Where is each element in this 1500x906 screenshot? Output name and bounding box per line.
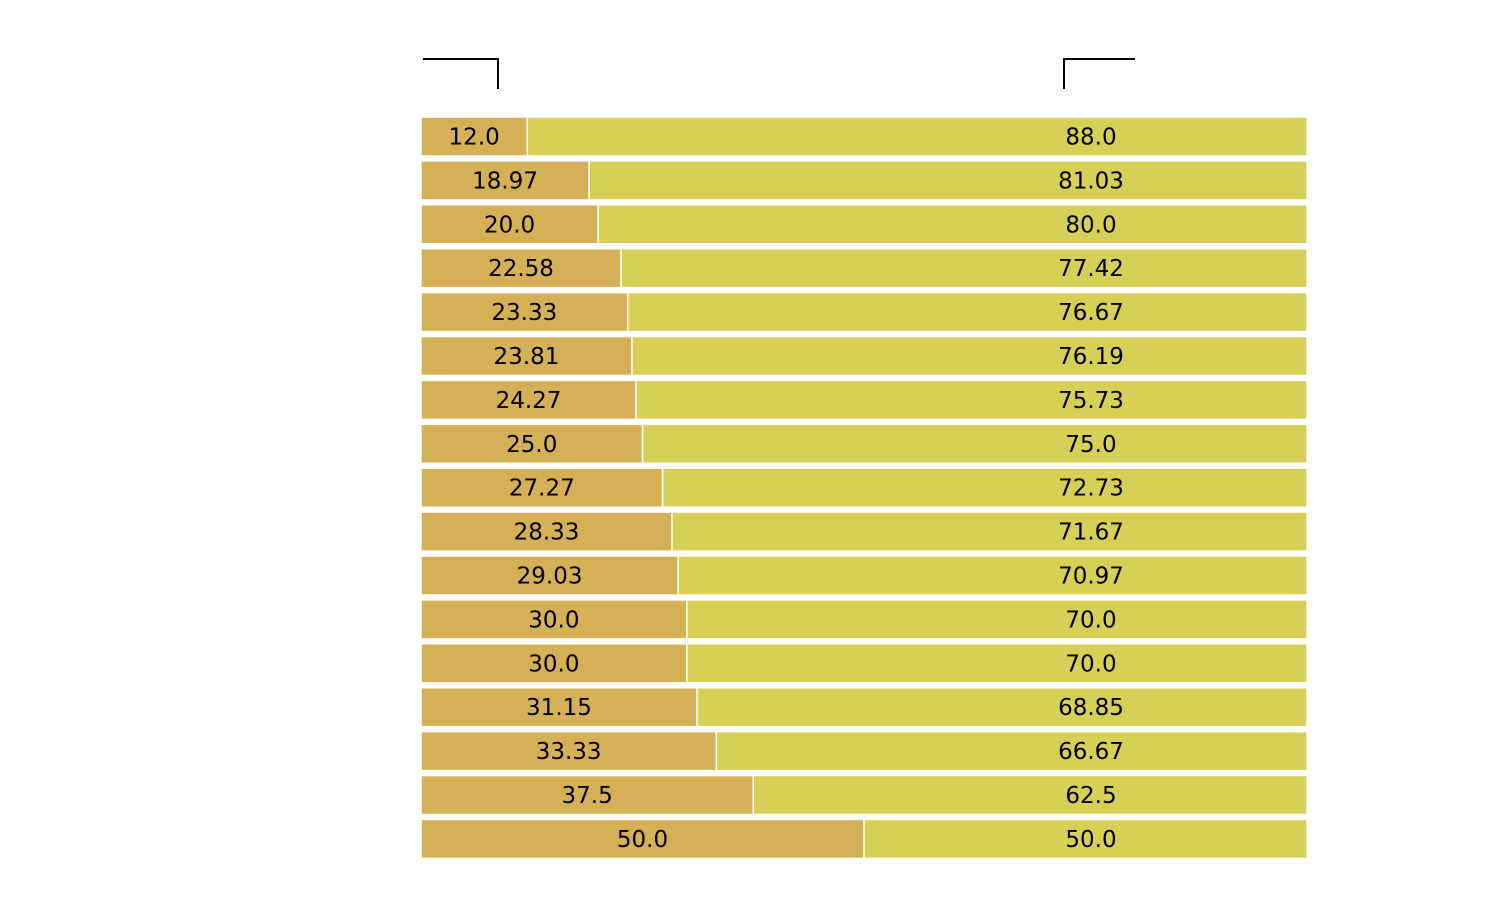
data-label-series-1-row-5: 23.33 [491,300,557,326]
bar-series-2-row-2 [588,160,1308,201]
data-label-series-1-row-3: 20.0 [484,212,535,238]
data-label-series-2-row-3: 80.0 [1065,212,1116,238]
data-label-series-1-row-2: 18.97 [472,168,538,194]
data-label-series-1-row-9: 27.27 [509,476,575,502]
bar-series-1-row-16 [420,774,754,816]
bar-series-2-row-16 [752,774,1308,816]
data-label-series-2-row-16: 62.5 [1065,783,1116,809]
bar-series-1-row-11 [420,555,679,596]
data-label-series-1-row-11: 29.03 [517,564,583,590]
bar-series-2-row-15 [715,730,1308,772]
bar-series-2-row-1 [526,116,1308,157]
bar-series-2-row-17 [863,818,1308,860]
data-label-series-1-row-13: 30.0 [528,651,579,677]
bar-series-1-row-13 [420,643,688,684]
data-label-series-1-row-12: 30.0 [528,607,579,633]
data-label-series-1-row-15: 33.33 [536,739,602,765]
bar-series-2-row-8 [641,423,1308,465]
data-label-series-2-row-15: 66.67 [1058,739,1124,765]
bar-series-2-row-6 [631,335,1308,377]
labels-layer: 12.0 88.0 18.97 81.03 20.0 80.0 22.58 77.42 23.3… [449,125,1124,853]
bar-series-1-row-14 [420,686,698,728]
data-label-series-1-row-17: 50.0 [617,827,668,853]
data-label-series-2-row-10: 71.67 [1058,520,1124,546]
data-label-series-1-row-14: 31.15 [526,695,592,721]
bar-series-2-row-10 [671,511,1308,552]
bar-series-1-row-7 [420,379,637,421]
bar-series-1-row-3 [420,204,599,245]
data-label-series-1-row-7: 24.27 [496,388,562,414]
data-label-series-1-row-4: 22.58 [488,256,554,282]
data-label-series-2-row-12: 70.0 [1065,607,1116,633]
right-bracket-mark [1063,58,1135,89]
data-label-series-2-row-17: 50.0 [1065,827,1116,853]
bar-series-1-row-10 [420,511,673,552]
bar-series-2-row-7 [635,379,1308,421]
data-label-series-2-row-13: 70.0 [1065,651,1116,677]
data-label-series-2-row-11: 70.97 [1058,564,1124,590]
bar-series-2-row-14 [696,686,1308,728]
data-label-series-2-row-5: 76.67 [1058,300,1124,326]
bars-layer [420,116,1308,860]
bar-series-1-row-1 [420,116,529,157]
bar-series-2-row-3 [597,204,1308,245]
data-label-series-1-row-6: 23.81 [494,344,560,370]
data-label-series-2-row-1: 88.0 [1065,125,1116,151]
data-label-series-2-row-14: 68.85 [1058,695,1124,721]
left-bracket-mark [423,58,499,89]
bar-series-1-row-5 [420,291,629,333]
bar-series-2-row-9 [661,467,1308,508]
bar-series-1-row-15 [420,730,718,772]
bar-series-2-row-12 [686,599,1308,640]
data-label-series-1-row-8: 25.0 [506,432,557,458]
data-label-series-2-row-8: 75.0 [1065,432,1116,458]
bar-series-1-row-9 [420,467,664,508]
data-label-series-2-row-6: 76.19 [1058,344,1124,370]
bar-series-2-row-13 [686,643,1308,684]
data-label-series-2-row-4: 77.42 [1058,256,1124,282]
data-label-series-1-row-16: 37.5 [562,783,613,809]
bar-series-1-row-4 [420,247,622,289]
data-label-series-2-row-7: 75.73 [1058,388,1124,414]
data-label-series-1-row-1: 12.0 [449,125,500,151]
bar-series-1-row-2 [420,160,590,201]
data-label-series-1-row-10: 28.33 [514,520,580,546]
bar-series-2-row-11 [677,555,1308,596]
bar-series-1-row-12 [420,599,688,640]
bar-series-2-row-4 [620,247,1308,289]
data-label-series-2-row-9: 72.73 [1058,476,1124,502]
bar-series-2-row-5 [626,291,1308,333]
data-label-series-2-row-2: 81.03 [1058,168,1124,194]
